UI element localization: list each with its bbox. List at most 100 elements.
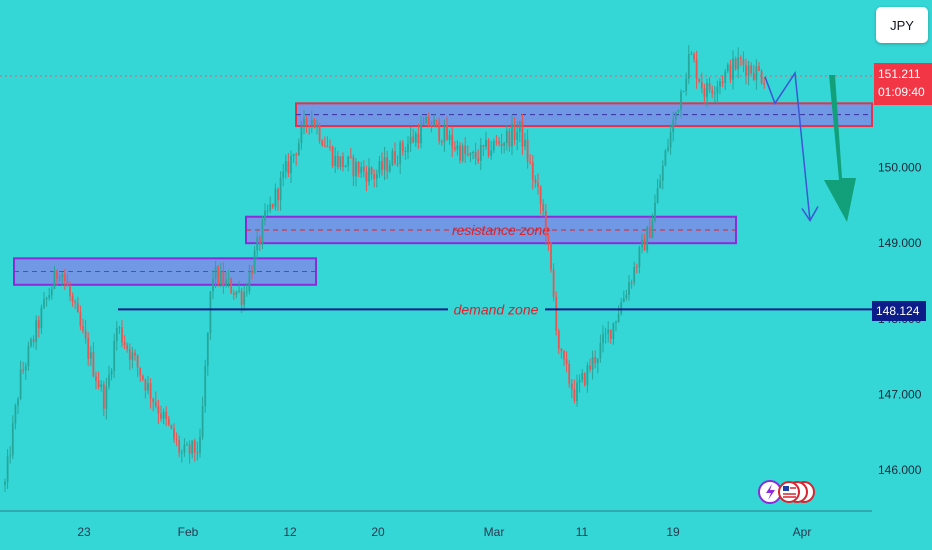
candle-body <box>674 111 677 120</box>
event-flags[interactable] <box>758 480 815 504</box>
candle-body <box>620 302 623 315</box>
y-tick-label: 146.000 <box>878 463 922 477</box>
candle-body <box>404 150 407 153</box>
candle-body <box>425 116 428 124</box>
candle-body <box>313 119 316 128</box>
candle-body <box>310 119 313 126</box>
candle-body <box>573 389 576 402</box>
candle-body <box>654 202 656 221</box>
candle-body <box>646 226 649 251</box>
candle-body <box>399 142 402 164</box>
candle-body <box>292 154 295 156</box>
demand-level-price-tag: 148.124 <box>872 301 926 321</box>
candle-body <box>290 155 292 174</box>
zone-label-resistance: resistance zone <box>452 222 550 238</box>
candle-body <box>386 157 389 172</box>
candle-body <box>53 270 56 290</box>
candle-body <box>105 386 108 409</box>
candle-body <box>162 411 165 419</box>
currency-button[interactable]: JPY <box>876 7 928 43</box>
candle-body <box>760 70 763 83</box>
candle-body <box>349 156 352 158</box>
currency-label: JPY <box>890 17 914 33</box>
candle-body <box>357 161 360 174</box>
us-flag-canton <box>783 486 789 491</box>
candle-body <box>82 326 84 331</box>
candle-body <box>755 66 758 80</box>
bar-countdown: 01:09:40 <box>878 85 925 99</box>
candle-body <box>227 278 230 280</box>
x-tick-label: 19 <box>666 525 680 539</box>
candle-body <box>477 158 480 162</box>
candle-body <box>544 211 547 236</box>
down-arrow-icon <box>824 75 856 222</box>
candle-body <box>308 125 311 127</box>
x-tick-label: 11 <box>576 525 589 539</box>
candle-body <box>487 139 490 156</box>
candle-body <box>521 120 524 147</box>
candle-body <box>492 141 495 151</box>
candle-body <box>524 139 526 147</box>
candle-body <box>625 294 628 299</box>
candle-body <box>453 147 456 150</box>
candle-body <box>466 154 469 156</box>
candle-body <box>305 118 308 126</box>
candle-body <box>165 411 168 419</box>
candle-body <box>50 289 53 296</box>
candle-body <box>693 53 695 60</box>
candle-body <box>482 144 485 147</box>
candle-body <box>659 180 662 189</box>
candle-body <box>737 57 740 70</box>
candle-body <box>258 236 261 245</box>
candle-body <box>136 355 139 368</box>
candle-body <box>175 439 178 441</box>
candle-body <box>128 349 131 360</box>
candle-body <box>742 59 745 65</box>
candle-body <box>552 269 555 297</box>
candle-body <box>716 86 719 94</box>
candle-body <box>115 327 118 341</box>
candle-body <box>758 66 760 71</box>
candle-body <box>703 88 706 97</box>
candle-body <box>378 161 381 174</box>
candle-body <box>729 64 732 80</box>
candle-body <box>763 82 766 85</box>
candle-body <box>178 440 181 453</box>
candle-body <box>368 167 370 182</box>
candle-body <box>284 161 287 172</box>
candle-body <box>222 271 225 286</box>
candle-body <box>570 383 573 390</box>
candle-body <box>752 73 755 80</box>
candle-body <box>664 150 667 166</box>
forecast-path[interactable] <box>764 70 811 221</box>
candle-body <box>505 130 508 143</box>
candle-body <box>188 444 191 454</box>
candle-body <box>245 291 248 293</box>
candle-body <box>45 297 48 300</box>
candle-body <box>708 83 711 91</box>
candle-body <box>531 162 534 180</box>
candle-body <box>508 130 511 147</box>
candle-body <box>4 481 6 486</box>
last-price-tag: 151.211 01:09:40 <box>874 63 932 105</box>
us-flag-icon-1[interactable] <box>778 481 800 503</box>
candle-body <box>63 274 66 282</box>
candle-body <box>173 428 175 440</box>
candle-body <box>591 357 594 370</box>
candle-body <box>401 142 404 151</box>
candle-body <box>516 131 519 140</box>
candle-body <box>537 183 539 187</box>
candle-body <box>110 370 113 375</box>
candle-body <box>479 144 482 162</box>
candle-body <box>690 53 693 55</box>
candle-body <box>713 93 716 95</box>
candle-body <box>583 373 586 386</box>
candle-body <box>251 271 253 274</box>
candle-body <box>648 226 651 238</box>
candle-body <box>344 165 347 168</box>
candle-body <box>355 161 357 177</box>
overlay-layer: demand zone <box>118 70 872 317</box>
candle-body <box>339 156 342 168</box>
candle-body <box>144 379 147 391</box>
